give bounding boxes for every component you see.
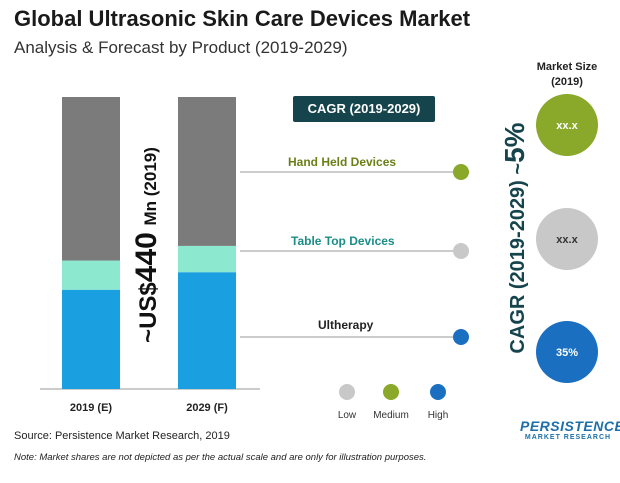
segment-label-ultherapy: Ultherapy (318, 318, 374, 332)
market-size-circle (536, 94, 598, 156)
segment-attractiveness-dot (453, 243, 469, 259)
bar-hand-held-devices-2 (178, 97, 236, 246)
source-text: Source: Persistence Market Research, 201… (14, 430, 230, 442)
logo-line-1: PERSISTENCE (520, 418, 620, 434)
legend-label-high: High (427, 410, 449, 421)
segment-label-table-top: Table Top Devices (291, 234, 395, 248)
chart-title: Global Ultrasonic Skin Care Devices Mark… (14, 6, 471, 31)
bar-table-top-devices-1 (62, 260, 120, 290)
company-logo: PERSISTENCE MARKET RESEARCH (520, 418, 620, 441)
bar-table-top-devices-2 (178, 245, 236, 273)
market-size-value: xx.x (556, 120, 578, 132)
logo-line-2: MARKET RESEARCH (524, 434, 612, 441)
note-text: Note: Market shares are not depicted as … (14, 452, 427, 463)
market-size-circle (536, 321, 598, 383)
category-label: 2019 (E) (70, 402, 113, 414)
bar-ultherapy-1 (62, 289, 120, 389)
bar-hand-held-devices-1 (62, 97, 120, 261)
legend-label-low: Low (337, 410, 357, 421)
cagr-vertical-label: CAGR (2019-2029) ~5% (497, 103, 533, 373)
legend-dot (430, 384, 446, 400)
cagr-vertical-value: 5% (499, 122, 530, 163)
market-total-label: ~US$440 Mn (2019) (127, 100, 167, 390)
segment-attractiveness-dot (453, 329, 469, 345)
segment-attractiveness-dot (453, 164, 469, 180)
legend-label-medium: Medium (373, 410, 409, 421)
market-total-unit: Mn (2019) (141, 147, 160, 226)
market-size-value: 35% (556, 347, 578, 359)
market-total-value: 440 (130, 232, 163, 283)
market-total-prefix: ~US$ (135, 282, 162, 343)
legend-dot (383, 384, 399, 400)
market-size-value: xx.x (556, 234, 578, 246)
cagr-badge: CAGR (2019-2029) (293, 96, 435, 122)
chart-subtitle: Analysis & Forecast by Product (2019-202… (14, 38, 348, 57)
legend-dot (339, 384, 355, 400)
cagr-vertical-text: CAGR (2019-2029) ~ (507, 162, 529, 354)
segment-label-hand-held: Hand Held Devices (288, 155, 397, 169)
market-size-circle (536, 208, 598, 270)
bar-ultherapy-2 (178, 272, 236, 389)
market-size-heading: Market Size (2019) (536, 61, 598, 88)
category-label: 2029 (F) (186, 402, 228, 414)
